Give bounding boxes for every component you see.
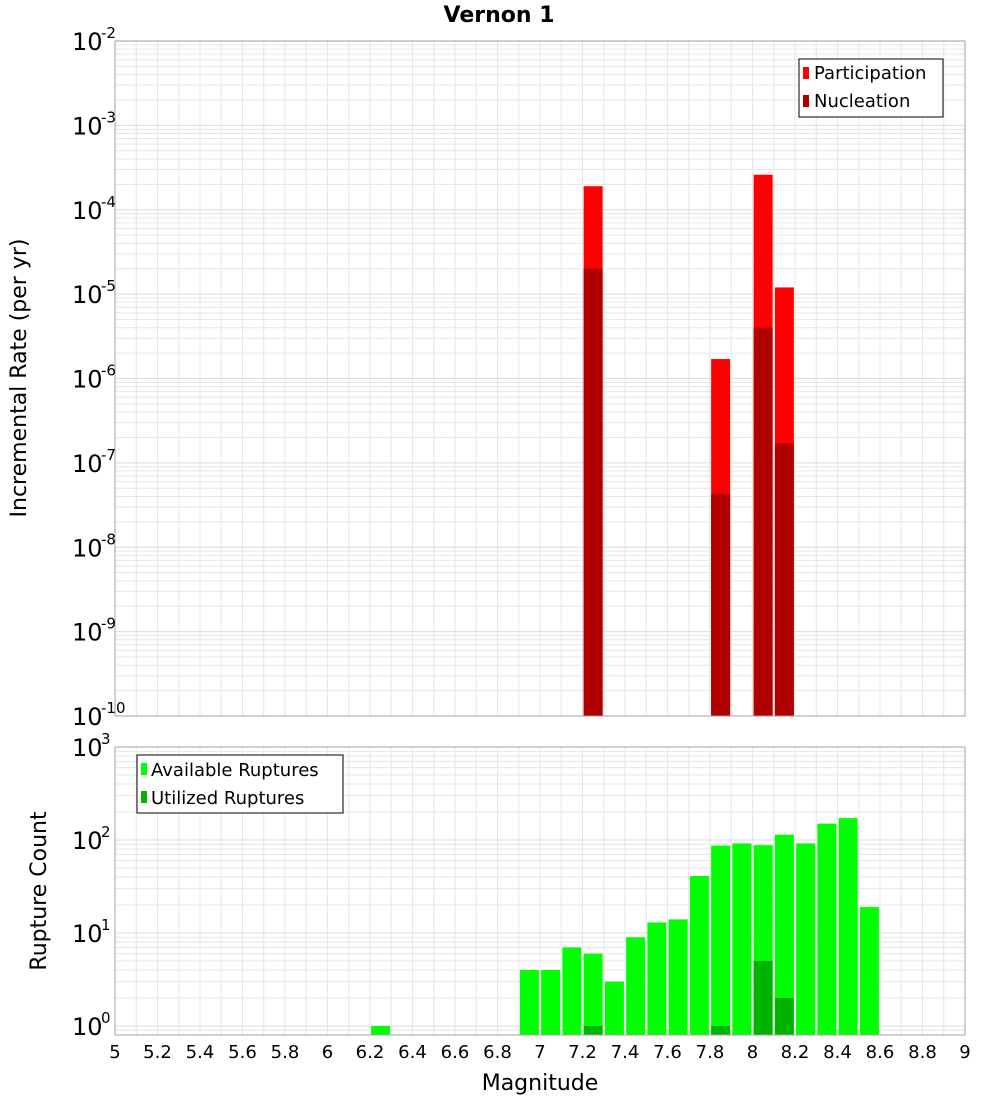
y-tick-label-exponent: -3 (101, 108, 116, 126)
available-ruptures-bar (689, 876, 709, 1035)
utilized-ruptures-bar (711, 1025, 731, 1035)
nucleation-bar (583, 268, 603, 716)
x-tick-label: 9 (959, 1042, 970, 1063)
available-ruptures-bar (838, 818, 858, 1035)
y-tick-label-exponent: -9 (101, 615, 116, 633)
chart-title: Vernon 1 (444, 3, 555, 28)
y-tick-label-base: 10 (72, 281, 103, 309)
available-ruptures-bar (859, 907, 879, 1035)
x-tick-label: 6.8 (483, 1042, 512, 1063)
nucleation-bar (753, 327, 773, 716)
available-ruptures-bar (732, 843, 752, 1035)
available-ruptures-bar (817, 823, 837, 1035)
rate-legend-box (798, 58, 944, 118)
nucleation-bar (711, 493, 731, 716)
x-tick-label: 5.2 (143, 1042, 172, 1063)
available-ruptures-bar (774, 834, 794, 1035)
utilized-ruptures-bar (583, 1025, 603, 1035)
y-tick-label-exponent: -6 (101, 362, 116, 380)
count-legend-box (136, 754, 344, 814)
y-tick-label-exponent: 2 (101, 823, 111, 841)
available-ruptures-bar (711, 845, 731, 1035)
legend-label-nucleation: Nucleation (814, 91, 910, 112)
rate-panel-grid (114, 40, 966, 717)
x-tick-label: 6.2 (356, 1042, 385, 1063)
count-y-axis-title: Rupture Count (27, 811, 52, 971)
x-tick-label: 7.2 (568, 1042, 597, 1063)
y-tick-label-base: 10 (72, 920, 103, 948)
rate-panel-y-ticks: 10-210-310-410-510-610-710-810-910-10 (72, 24, 126, 731)
available-ruptures-bar (371, 1025, 391, 1035)
legend-label-participation: Participation (814, 63, 926, 84)
x-tick-label: 7.4 (611, 1042, 640, 1063)
rate-legend: Participation Nucleation (798, 58, 944, 118)
count-legend: Available Ruptures Utilized Ruptures (136, 754, 344, 814)
x-tick-label: 5.4 (186, 1042, 215, 1063)
x-tick-label: 6.4 (398, 1042, 427, 1063)
rate-panel-frame (114, 40, 966, 717)
rate-panel-bars (583, 174, 794, 716)
x-tick-label: 7.6 (653, 1042, 682, 1063)
available-ruptures-bar (604, 981, 624, 1035)
x-tick-label: 6 (322, 1042, 333, 1063)
legend-swatch-participation (803, 67, 809, 79)
y-tick-label-exponent: -4 (101, 193, 116, 211)
x-tick-label: 5.6 (228, 1042, 257, 1063)
x-tick-label: 8.2 (781, 1042, 810, 1063)
utilized-ruptures-bar (753, 960, 773, 1035)
legend-label-available: Available Ruptures (151, 760, 319, 781)
y-tick-label-exponent: -7 (101, 446, 116, 464)
magnitude-x-ticks: 5 5.2 5.4 5.6 5.8 6 6.2 6.4 6.6 6.8 7 7.2 7.4 7.6 7.8 8… (109, 1042, 970, 1063)
y-tick-label-base: 10 (72, 619, 103, 647)
y-tick-label-exponent: -5 (101, 277, 116, 295)
available-ruptures-bar (647, 922, 667, 1035)
x-tick-label: 5 (109, 1042, 120, 1063)
legend-swatch-utilized (141, 791, 147, 803)
y-tick-label-exponent: 0 (101, 1009, 111, 1027)
utilized-ruptures-bar (774, 997, 794, 1035)
x-tick-label: 8 (747, 1042, 758, 1063)
x-tick-label: 7 (534, 1042, 545, 1063)
x-tick-label: 6.6 (441, 1042, 470, 1063)
count-panel-frame (114, 746, 966, 1036)
available-ruptures-bar (562, 947, 582, 1035)
x-tick-label: 8.8 (908, 1042, 937, 1063)
count-panel-bars (371, 818, 879, 1035)
x-axis-title: Magnitude (482, 1071, 599, 1096)
x-tick-label: 8.6 (866, 1042, 895, 1063)
y-tick-label-base: 10 (72, 827, 103, 855)
y-tick-label-exponent: -10 (101, 699, 126, 717)
y-tick-label-base: 10 (72, 450, 103, 478)
available-ruptures-bar (668, 919, 688, 1035)
y-tick-label-base: 10 (72, 1013, 103, 1041)
available-ruptures-bar (519, 969, 539, 1035)
y-tick-label-base: 10 (72, 197, 103, 225)
y-tick-label-exponent: 1 (101, 916, 111, 934)
y-tick-label-exponent: 3 (101, 730, 111, 748)
available-ruptures-bar (796, 843, 816, 1035)
legend-swatch-available (141, 763, 147, 775)
rate-y-axis-title: Incremental Rate (per yr) (7, 239, 32, 518)
y-tick-label-base: 10 (72, 28, 103, 56)
y-tick-label-base: 10 (72, 734, 103, 762)
nucleation-bar (774, 443, 794, 716)
available-ruptures-bar (541, 969, 561, 1035)
x-tick-label: 5.8 (271, 1042, 300, 1063)
y-tick-label-base: 10 (72, 534, 103, 562)
x-tick-label: 8.4 (823, 1042, 852, 1063)
y-tick-label-exponent: -2 (101, 24, 116, 42)
available-ruptures-bar (583, 953, 603, 1035)
y-tick-label-base: 10 (72, 703, 103, 731)
legend-label-utilized: Utilized Ruptures (151, 788, 304, 809)
y-tick-label-base: 10 (72, 366, 103, 394)
y-tick-label-exponent: -8 (101, 530, 116, 548)
x-tick-label: 7.8 (696, 1042, 725, 1063)
legend-swatch-nucleation (803, 95, 809, 107)
y-tick-label-base: 10 (72, 112, 103, 140)
available-ruptures-bar (626, 937, 646, 1035)
